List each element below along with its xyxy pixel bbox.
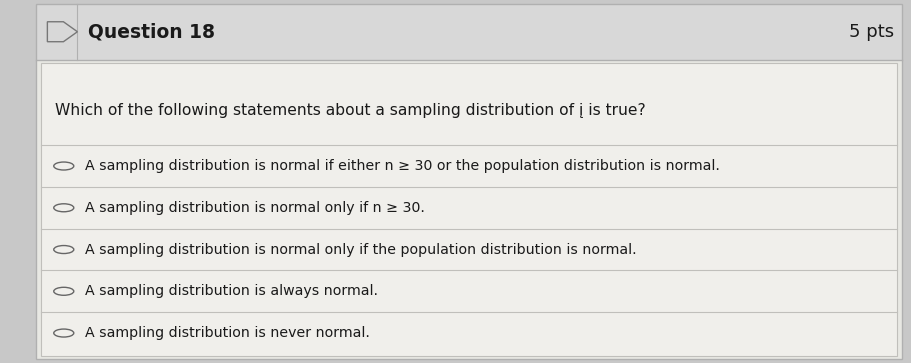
FancyBboxPatch shape xyxy=(36,4,902,60)
Text: A sampling distribution is always normal.: A sampling distribution is always normal… xyxy=(85,284,378,298)
Text: Which of the following statements about a sampling distribution of į is true?: Which of the following statements about … xyxy=(55,103,645,118)
Circle shape xyxy=(54,245,74,253)
Circle shape xyxy=(54,287,74,295)
FancyBboxPatch shape xyxy=(41,64,897,356)
Text: A sampling distribution is never normal.: A sampling distribution is never normal. xyxy=(85,326,370,340)
Circle shape xyxy=(54,162,74,170)
Text: A sampling distribution is normal only if the population distribution is normal.: A sampling distribution is normal only i… xyxy=(85,242,637,257)
Text: A sampling distribution is normal only if n ≥ 30.: A sampling distribution is normal only i… xyxy=(85,201,425,215)
Text: 5 pts: 5 pts xyxy=(849,23,895,41)
Circle shape xyxy=(54,329,74,337)
FancyBboxPatch shape xyxy=(36,60,902,359)
Polygon shape xyxy=(47,22,77,42)
Circle shape xyxy=(54,204,74,212)
Text: Question 18: Question 18 xyxy=(88,22,215,41)
Text: A sampling distribution is normal if either n ≥ 30 or the population distributio: A sampling distribution is normal if eit… xyxy=(85,159,720,173)
